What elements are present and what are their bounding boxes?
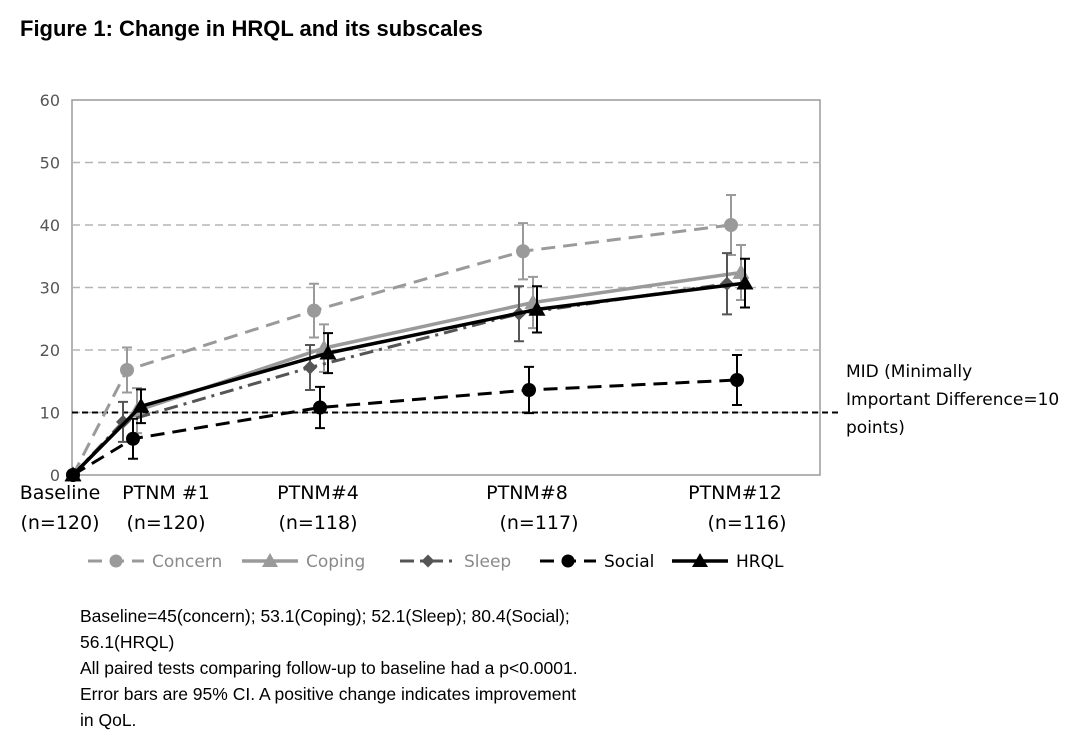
y-tick-label: 40 [40, 216, 60, 235]
x-tick-sample-size: (n=116) [707, 512, 786, 534]
hrql-data-point [132, 397, 150, 413]
x-tick-label: PTNM#4 [277, 482, 359, 504]
legend-sleep-label: Sleep [464, 552, 511, 572]
sleep-data-point [116, 414, 130, 429]
concern-data-point [724, 218, 738, 232]
mid-note-line-1: MID (Minimally [846, 362, 973, 382]
social-data-point [522, 383, 536, 397]
concern-data-point [516, 244, 530, 259]
social-data-point [126, 431, 140, 446]
x-tick-sample-size: (n=117) [499, 512, 578, 534]
legend-social-marker [561, 554, 575, 568]
coping-data-point [732, 264, 750, 279]
x-tick-label: PTNM #1 [122, 482, 210, 504]
x-tick-label: Baseline [20, 482, 101, 504]
legend-concern-marker [109, 554, 123, 568]
legend-sleep-marker [421, 554, 435, 568]
note-line-4: Error bars are 95% CI. A positive change… [80, 684, 577, 704]
social-data-point [730, 373, 744, 387]
y-tick-label: 50 [40, 154, 60, 173]
concern-data-point [307, 303, 321, 318]
note-line-1: Baseline=45(concern); 53.1(Coping); 52.1… [80, 606, 570, 626]
hrql-series-line [71, 281, 746, 477]
y-tick-label: 10 [40, 404, 60, 423]
legend-social-label: Social [604, 552, 654, 572]
y-tick-label: 30 [40, 279, 60, 298]
note-line-2: 56.1(HRQL) [80, 632, 175, 652]
x-tick-sample-size: (n=120) [20, 512, 99, 534]
note-line-5: in QoL. [80, 710, 137, 730]
x-tick-label: PTNM#8 [486, 482, 568, 504]
hrql-data-point [736, 274, 754, 290]
hrql-data-point [528, 300, 546, 316]
mid-annotation: MID (Minimally Important Difference=10 p… [846, 358, 1071, 442]
hrql-data-point [64, 466, 82, 482]
legend-concern-label: Concern [152, 552, 222, 572]
mid-note-line-2: Important Difference=10 [846, 390, 1060, 410]
social-series-line [72, 378, 738, 477]
note-line-3: All paired tests comparing follow-up to … [80, 658, 578, 678]
coping-series-line [71, 270, 742, 477]
hrql-data-point [319, 344, 337, 360]
y-tick-label: 20 [40, 341, 60, 360]
legend-hrql-label: HRQL [736, 552, 784, 572]
sleep-data-point [303, 360, 317, 375]
concern-data-point [120, 363, 134, 377]
legend-coping-label: Coping [306, 552, 365, 572]
mid-note-line-3: points) [846, 418, 905, 438]
x-tick-sample-size: (n=120) [126, 512, 205, 534]
x-tick-sample-size: (n=118) [278, 512, 357, 534]
figure-title: Figure 1: Change in HRQL and its subscal… [20, 16, 483, 41]
sleep-series-line [71, 282, 728, 477]
y-tick-label: 60 [40, 91, 60, 110]
social-data-point [313, 400, 327, 415]
legend-coping-marker [262, 553, 278, 567]
legend-hrql-marker [692, 553, 708, 567]
y-tick-label: 0 [50, 466, 60, 485]
x-tick-label: PTNM#12 [688, 482, 782, 504]
line-chart: 0 10 20 30 40 50 60 Baseline (n=120) PTNM #1 (n=12… [20, 91, 840, 572]
figure-notes: Baseline=45(concern); 53.1(Coping); 52.1… [80, 603, 740, 733]
